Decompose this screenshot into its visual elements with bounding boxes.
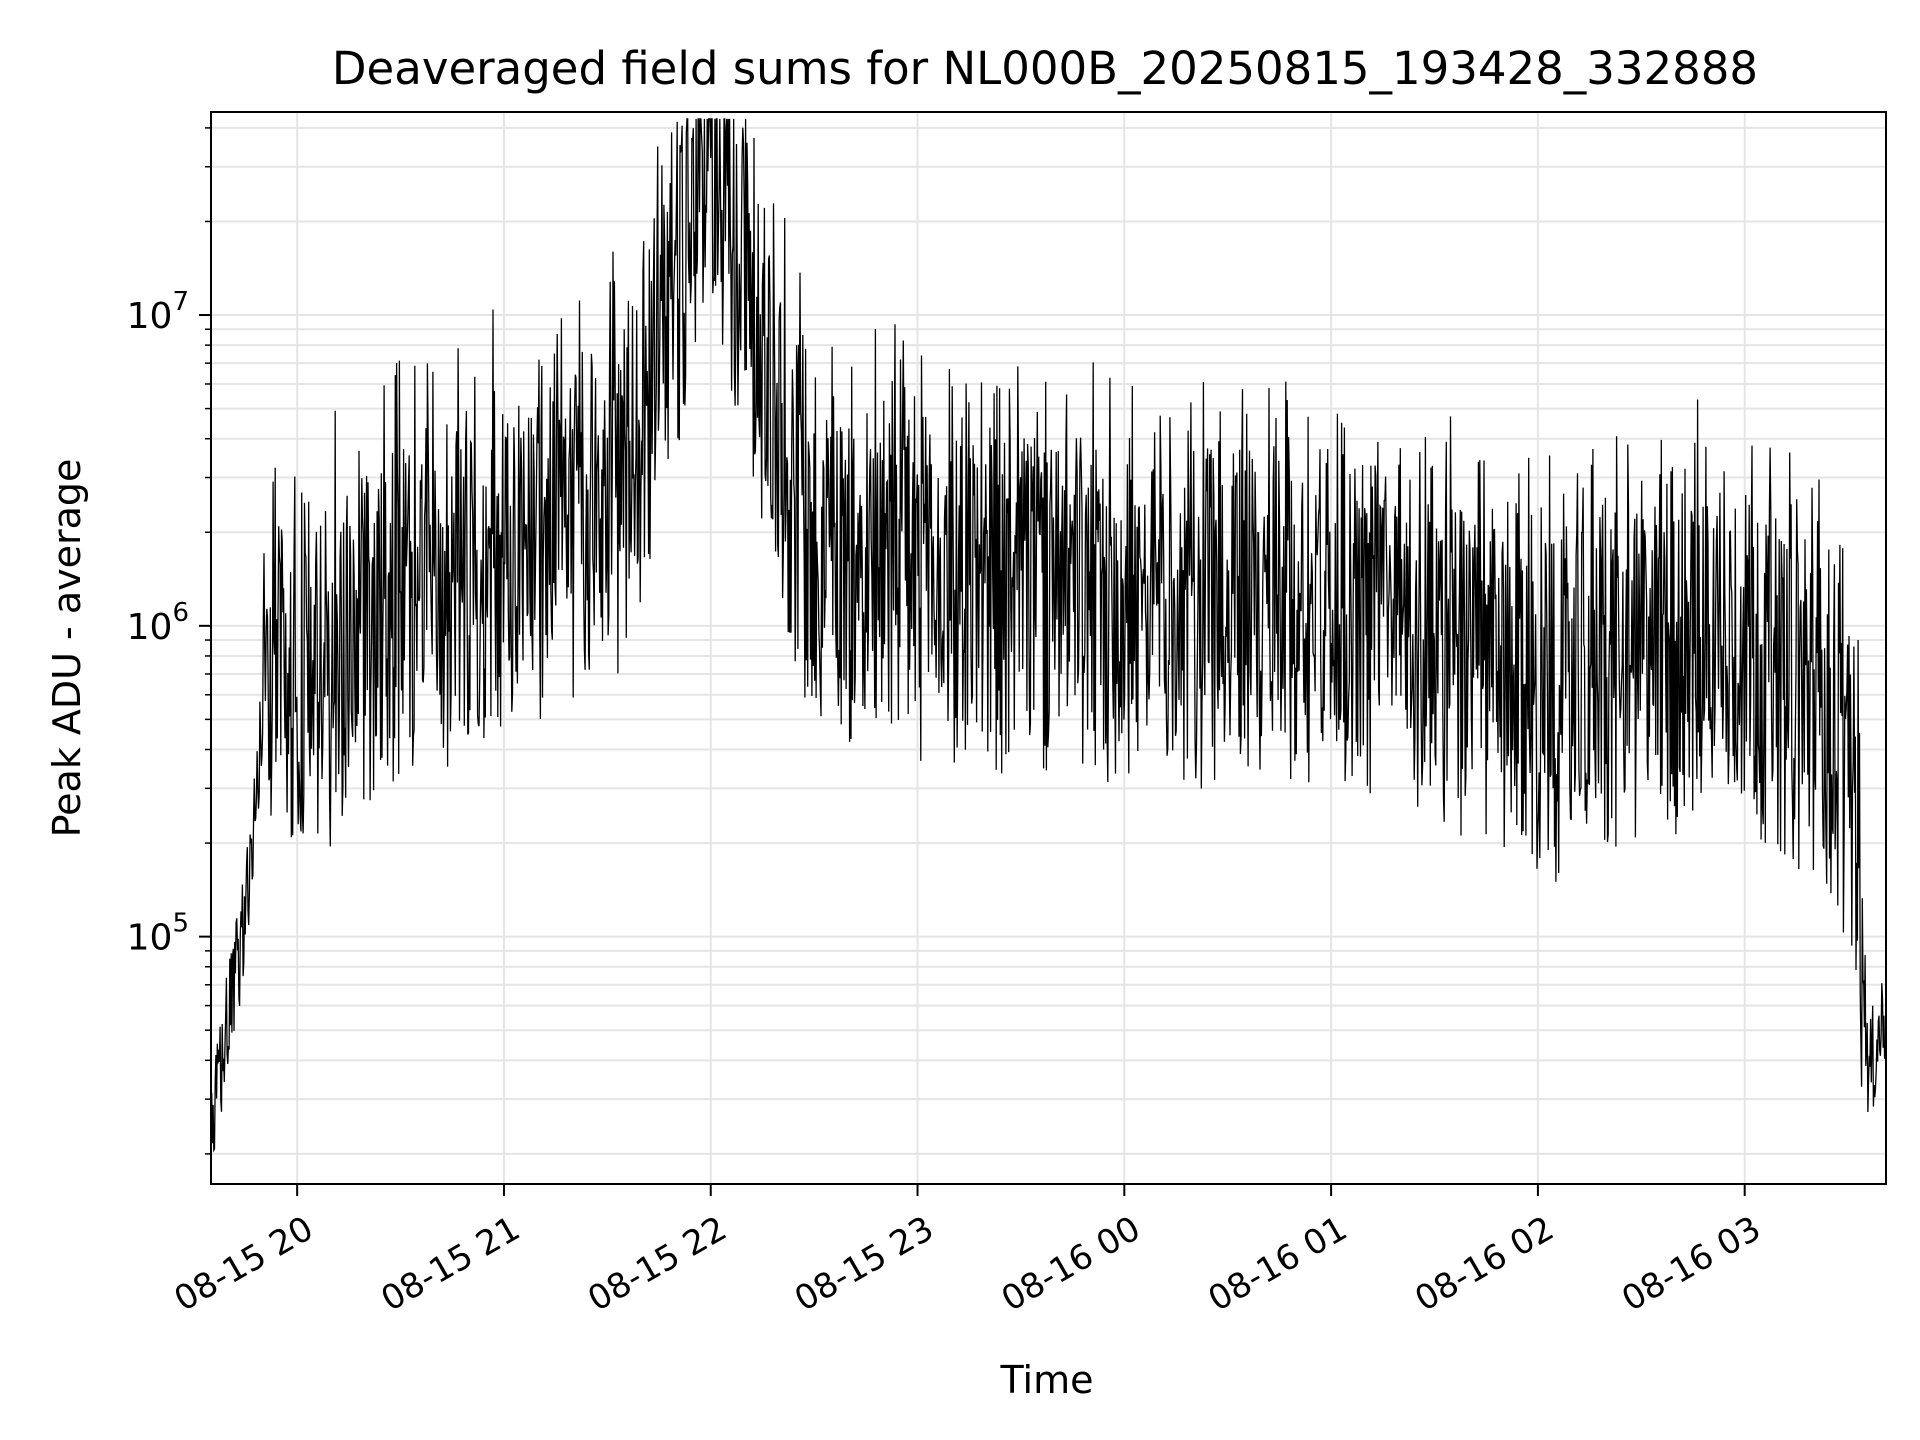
y-tick-label: 105: [127, 909, 189, 959]
y-axis-label: Peak ADU - average: [45, 459, 89, 838]
plot-area-frame: [210, 111, 1887, 1185]
chart-title: Deaveraged field sums for NL000B_2025081…: [332, 42, 1758, 95]
y-tick-label: 106: [127, 598, 189, 648]
y-tick-base: 10: [127, 296, 173, 337]
series-line: [210, 118, 1887, 1156]
y-tick-exponent: 7: [172, 287, 189, 317]
y-tick-exponent: 5: [172, 909, 189, 939]
y-tick-exponent: 6: [172, 598, 189, 628]
y-tick-label: 107: [127, 287, 189, 337]
x-axis-label: Time: [1000, 1358, 1094, 1402]
series-layer: [210, 118, 1887, 1156]
y-tick-base: 10: [127, 607, 173, 648]
y-tick-base: 10: [127, 918, 173, 959]
